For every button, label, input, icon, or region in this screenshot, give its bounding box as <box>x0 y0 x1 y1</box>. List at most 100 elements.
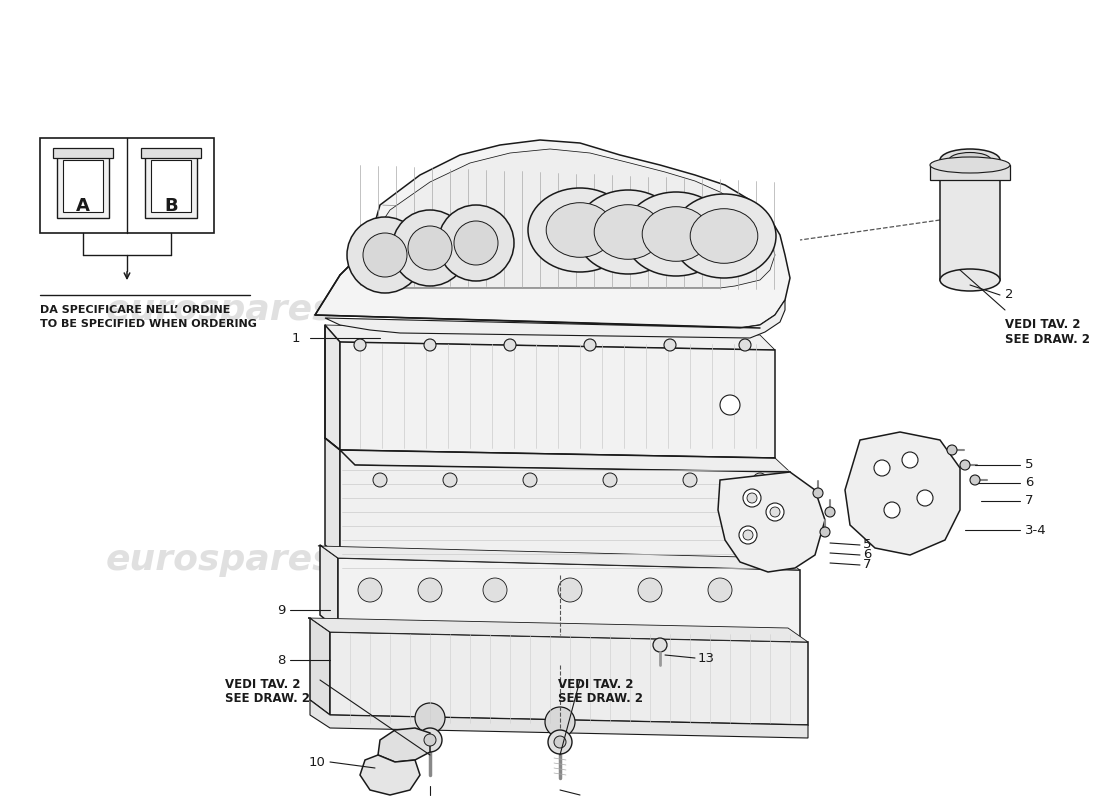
Circle shape <box>415 703 446 733</box>
Circle shape <box>504 339 516 351</box>
Ellipse shape <box>642 206 710 262</box>
Polygon shape <box>718 472 825 572</box>
Circle shape <box>825 507 835 517</box>
Text: 8: 8 <box>276 654 285 666</box>
Text: eurospares: eurospares <box>546 293 774 327</box>
Polygon shape <box>310 700 808 738</box>
Bar <box>141 148 201 158</box>
Polygon shape <box>320 545 338 630</box>
Circle shape <box>902 452 918 468</box>
Circle shape <box>884 502 900 518</box>
Ellipse shape <box>930 157 1010 173</box>
Circle shape <box>820 527 830 537</box>
Circle shape <box>544 707 575 737</box>
Circle shape <box>346 217 424 293</box>
Circle shape <box>970 475 980 485</box>
Text: eurospares: eurospares <box>106 293 334 327</box>
Polygon shape <box>340 342 776 458</box>
Polygon shape <box>324 300 785 338</box>
Ellipse shape <box>672 194 776 278</box>
Text: 7: 7 <box>864 558 871 571</box>
Text: 10: 10 <box>308 755 324 769</box>
Bar <box>40 138 214 233</box>
Circle shape <box>638 578 662 602</box>
Circle shape <box>874 460 890 476</box>
Polygon shape <box>315 140 790 328</box>
Circle shape <box>358 578 382 602</box>
Circle shape <box>947 445 957 455</box>
Text: 13: 13 <box>698 651 715 665</box>
Ellipse shape <box>940 149 1000 171</box>
Circle shape <box>766 503 784 521</box>
Text: 6: 6 <box>864 549 871 562</box>
Polygon shape <box>310 618 330 715</box>
Bar <box>151 160 191 212</box>
Polygon shape <box>378 728 430 762</box>
Circle shape <box>739 526 757 544</box>
Circle shape <box>664 339 676 351</box>
Circle shape <box>584 339 596 351</box>
Ellipse shape <box>576 190 680 274</box>
Circle shape <box>424 734 436 746</box>
Circle shape <box>603 473 617 487</box>
Polygon shape <box>340 450 790 572</box>
Text: SEE DRAW. 2: SEE DRAW. 2 <box>1005 333 1090 346</box>
Bar <box>63 160 103 212</box>
Circle shape <box>747 493 757 503</box>
Circle shape <box>742 530 754 540</box>
Text: VEDI TAV. 2: VEDI TAV. 2 <box>558 678 634 691</box>
Ellipse shape <box>690 209 758 263</box>
Text: 1: 1 <box>292 331 300 345</box>
Circle shape <box>558 578 582 602</box>
Circle shape <box>708 578 732 602</box>
Circle shape <box>522 473 537 487</box>
Text: SEE DRAW. 2: SEE DRAW. 2 <box>558 692 644 705</box>
Circle shape <box>408 226 452 270</box>
Ellipse shape <box>949 153 991 167</box>
FancyArrowPatch shape <box>383 205 767 218</box>
Ellipse shape <box>940 269 1000 291</box>
Circle shape <box>813 488 823 498</box>
Circle shape <box>917 490 933 506</box>
Text: SEE DRAW. 2: SEE DRAW. 2 <box>226 692 310 705</box>
Text: 5: 5 <box>864 538 871 551</box>
Circle shape <box>742 489 761 507</box>
Ellipse shape <box>528 188 632 272</box>
Text: eurospares: eurospares <box>106 543 334 577</box>
Bar <box>53 148 113 158</box>
Circle shape <box>443 473 456 487</box>
Polygon shape <box>368 149 776 288</box>
Circle shape <box>554 736 566 748</box>
Circle shape <box>454 221 498 265</box>
Circle shape <box>739 339 751 351</box>
Circle shape <box>683 473 697 487</box>
Circle shape <box>392 210 468 286</box>
Circle shape <box>548 730 572 754</box>
Text: B: B <box>164 197 178 215</box>
Polygon shape <box>318 545 800 570</box>
Ellipse shape <box>594 205 662 259</box>
Text: TO BE SPECIFIED WHEN ORDERING: TO BE SPECIFIED WHEN ORDERING <box>40 319 257 329</box>
Polygon shape <box>324 325 776 350</box>
Text: VEDI TAV. 2: VEDI TAV. 2 <box>226 678 300 691</box>
Circle shape <box>720 395 740 415</box>
Text: 6: 6 <box>1025 477 1033 490</box>
Text: 5: 5 <box>1025 458 1034 471</box>
Polygon shape <box>360 755 420 795</box>
Polygon shape <box>930 165 1010 180</box>
Circle shape <box>483 578 507 602</box>
Text: 3-4: 3-4 <box>1025 523 1046 537</box>
Text: 2: 2 <box>1005 289 1013 302</box>
Text: eurospares: eurospares <box>546 543 774 577</box>
Circle shape <box>418 728 442 752</box>
Polygon shape <box>324 438 790 472</box>
Polygon shape <box>324 325 340 450</box>
Circle shape <box>363 233 407 277</box>
Circle shape <box>960 460 970 470</box>
Polygon shape <box>324 438 340 558</box>
Text: VEDI TAV. 2: VEDI TAV. 2 <box>1005 318 1080 331</box>
Polygon shape <box>330 632 808 725</box>
Circle shape <box>770 507 780 517</box>
Circle shape <box>424 339 436 351</box>
Text: A: A <box>76 197 90 215</box>
